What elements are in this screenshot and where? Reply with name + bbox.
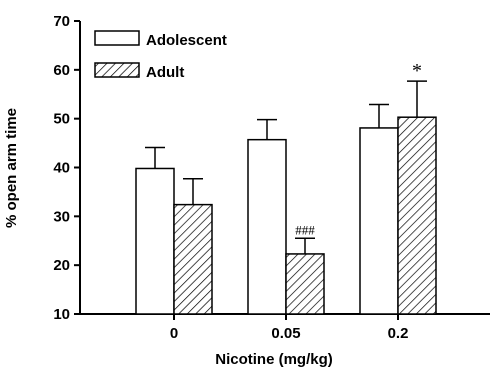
legend-label-adolescent: Adolescent xyxy=(146,32,227,49)
x-axis-title: Nicotine (mg/kg) xyxy=(215,351,333,368)
bar-adult-0.05 xyxy=(285,253,325,315)
legend-swatch-adolescent xyxy=(94,30,140,46)
y-tick-label: 70 xyxy=(53,13,70,30)
annotations: ### * xyxy=(295,60,422,237)
y-tick-label: 10 xyxy=(53,306,70,323)
y-tick-label: 20 xyxy=(53,257,70,274)
bar-adolescent-0 xyxy=(135,167,175,315)
y-tick-label: 40 xyxy=(53,160,70,177)
y-axis-title: % open arm time xyxy=(3,108,20,228)
bar-adolescent-0.2 xyxy=(359,127,399,315)
x-tick-label: 0.2 xyxy=(388,325,409,342)
legend-swatch-adult xyxy=(94,62,140,78)
y-tick-label: 30 xyxy=(53,208,70,225)
x-tick-label: 0.05 xyxy=(271,325,300,342)
bar-adult-0.2 xyxy=(397,116,437,315)
annotation-label: ### xyxy=(295,222,315,237)
x-tick-label: 0 xyxy=(170,325,178,342)
bar-adult-0 xyxy=(173,203,213,315)
legend-label-adult: Adult xyxy=(146,64,184,81)
x-axis-ticks: 0 0.05 0.2 xyxy=(170,314,409,342)
annotation-label: * xyxy=(412,60,422,82)
y-tick-label: 50 xyxy=(53,111,70,128)
bar-adolescent-0.05 xyxy=(247,138,287,315)
y-axis-ticks: 10 20 30 40 50 60 70 xyxy=(53,13,80,323)
y-tick-label: 60 xyxy=(53,62,70,79)
legend: Adolescent Adult xyxy=(94,30,227,81)
bars xyxy=(135,80,437,315)
